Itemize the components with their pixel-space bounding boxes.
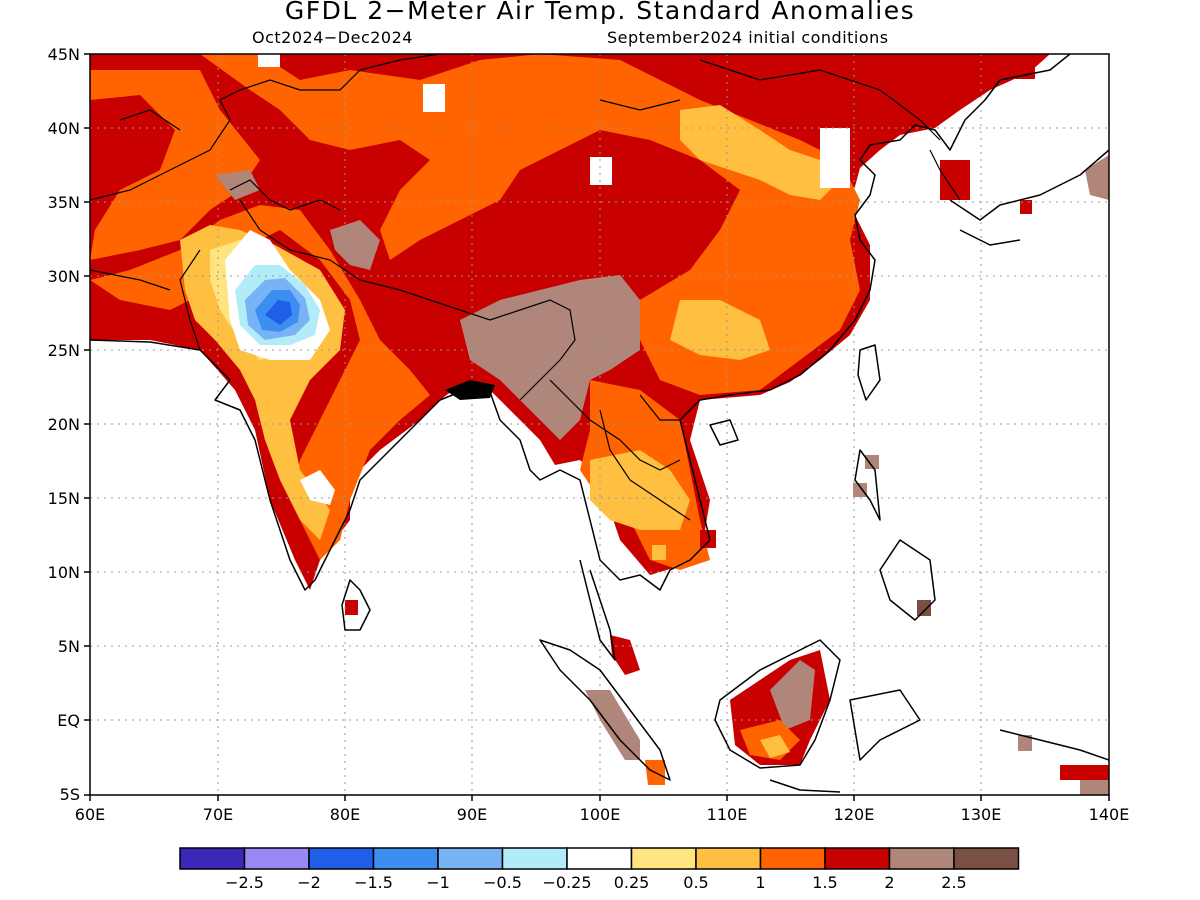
lon-label: 60E <box>75 805 105 824</box>
lat-label: EQ <box>57 711 80 730</box>
lat-label: 15N <box>48 489 80 508</box>
anomaly-field-sumatra <box>610 635 640 675</box>
colorbar-label: −0.5 <box>483 873 522 892</box>
anomaly-cell <box>1000 54 1035 79</box>
anomaly-cell <box>700 530 716 548</box>
lon-label: 100E <box>580 805 621 824</box>
lat-label: 10N <box>48 563 80 582</box>
anomaly-field-near-zero <box>300 470 335 505</box>
anomaly-cell <box>940 160 970 200</box>
colorbar-label: 0.25 <box>614 873 650 892</box>
colorbar-label: 1.5 <box>812 873 837 892</box>
lon-label: 70E <box>203 805 233 824</box>
colorbar-label: 0.5 <box>683 873 708 892</box>
colorbar-label: −2 <box>297 873 321 892</box>
anomaly-cell <box>917 600 931 616</box>
tick-marks <box>84 53 1110 801</box>
coastlines <box>90 54 1109 793</box>
missing-cell <box>258 54 280 67</box>
lon-label: 120E <box>834 805 875 824</box>
colorbar-swatch <box>437 847 504 870</box>
colorbar-label: 2.5 <box>941 873 966 892</box>
anomaly-field-2.5 <box>330 220 380 270</box>
anomaly-cell <box>345 600 358 615</box>
lat-label: 35N <box>48 193 80 212</box>
colorbar-label: −2.5 <box>225 873 264 892</box>
colorbar-label: −1 <box>426 873 450 892</box>
anomaly-cell <box>1020 200 1032 214</box>
anomaly-field-1 <box>680 105 840 200</box>
anomaly-field-2.5 <box>215 170 260 200</box>
colorbar-swatch <box>501 847 568 870</box>
anomaly-field-1 <box>670 300 770 360</box>
country-borders <box>90 54 961 521</box>
anomaly-cell <box>652 545 666 560</box>
colorbar-swatch <box>888 847 955 870</box>
lat-label: 45N <box>48 45 80 64</box>
anomaly-field-2.5 <box>460 275 640 440</box>
lon-label: 130E <box>961 805 1002 824</box>
colorbar-swatch <box>243 847 310 870</box>
missing-cell <box>423 84 445 112</box>
forecast-period: Oct2024−Dec2024 <box>252 28 413 47</box>
colorbar: −2.5 −2 −1.5 −1 −0.5 −0.25 0.25 0.5 1 1.5 2 2.5 <box>179 847 1020 892</box>
anomaly-cell <box>865 455 879 469</box>
colorbar-label: −0.25 <box>542 873 591 892</box>
anomaly-field-1 <box>590 450 690 530</box>
colorbar-swatch <box>695 847 762 870</box>
anomaly-field-borneo <box>760 735 790 758</box>
colorbar-swatch <box>824 847 891 870</box>
missing-cell <box>820 128 850 188</box>
anomaly-cell <box>1080 780 1109 795</box>
lat-label: 30N <box>48 267 80 286</box>
colorbar-label: −1.5 <box>354 873 393 892</box>
anomaly-field-2.5 <box>1085 155 1109 200</box>
colorbar-swatch <box>953 847 1020 870</box>
gridlines <box>90 54 1109 795</box>
anomaly-cell <box>853 483 867 497</box>
lat-label: 5S <box>60 785 80 804</box>
anomaly-cell <box>1018 735 1032 751</box>
anomaly-field-borneo <box>770 660 815 730</box>
anomaly-field-minus-1.5 <box>265 300 292 325</box>
colorbar-swatch <box>759 847 826 870</box>
anomaly-field-1.5 <box>90 205 430 560</box>
lon-label: 110E <box>707 805 748 824</box>
lon-label: 80E <box>330 805 360 824</box>
anomaly-cell <box>1060 765 1109 780</box>
colorbar-swatch <box>566 847 633 870</box>
lat-label: 5N <box>58 637 80 656</box>
map-title: GFDL 2−Meter Air Temp. Standard Anomalie… <box>284 0 916 25</box>
lon-label: 140E <box>1089 805 1130 824</box>
ganges-delta <box>445 380 495 400</box>
colorbar-swatch <box>372 847 439 870</box>
colorbar-swatch <box>308 847 375 870</box>
colorbar-swatch <box>179 847 246 870</box>
lat-label: 40N <box>48 119 80 138</box>
colorbar-label: 2 <box>884 873 894 892</box>
colorbar-label: 1 <box>755 873 765 892</box>
lat-label: 20N <box>48 415 80 434</box>
missing-cell <box>590 157 612 185</box>
anomaly-field-sumatra <box>585 690 640 760</box>
initial-conditions: September2024 initial conditions <box>607 28 889 47</box>
lat-label: 25N <box>48 341 80 360</box>
colorbar-swatch <box>630 847 697 870</box>
lon-label: 90E <box>457 805 487 824</box>
